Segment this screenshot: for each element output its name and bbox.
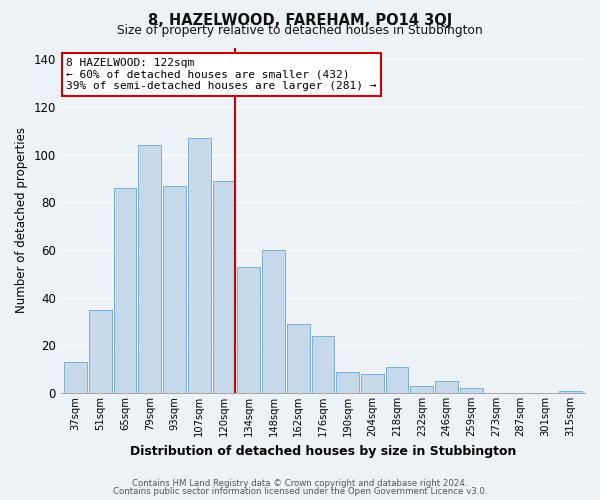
Text: Contains HM Land Registry data © Crown copyright and database right 2024.: Contains HM Land Registry data © Crown c… (132, 478, 468, 488)
Bar (139, 145, 161, 393)
Bar (287, 324, 310, 393)
Bar (336, 372, 359, 393)
Bar (212, 181, 235, 393)
Bar (559, 390, 581, 393)
Bar (64, 362, 87, 393)
Bar (89, 310, 112, 393)
Bar (311, 336, 334, 393)
Bar (361, 374, 384, 393)
Bar (435, 381, 458, 393)
Text: 8 HAZELWOOD: 122sqm
← 60% of detached houses are smaller (432)
39% of semi-detac: 8 HAZELWOOD: 122sqm ← 60% of detached ho… (66, 58, 377, 91)
Bar (410, 386, 433, 393)
Bar (188, 138, 211, 393)
Bar (163, 186, 186, 393)
Text: Contains public sector information licensed under the Open Government Licence v3: Contains public sector information licen… (113, 487, 487, 496)
Bar (262, 250, 285, 393)
Text: Size of property relative to detached houses in Stubbington: Size of property relative to detached ho… (117, 24, 483, 37)
Bar (238, 266, 260, 393)
Y-axis label: Number of detached properties: Number of detached properties (15, 128, 28, 314)
X-axis label: Distribution of detached houses by size in Stubbington: Distribution of detached houses by size … (130, 444, 516, 458)
Bar (114, 188, 136, 393)
Bar (460, 388, 482, 393)
Bar (386, 367, 409, 393)
Text: 8, HAZELWOOD, FAREHAM, PO14 3QJ: 8, HAZELWOOD, FAREHAM, PO14 3QJ (148, 12, 452, 28)
